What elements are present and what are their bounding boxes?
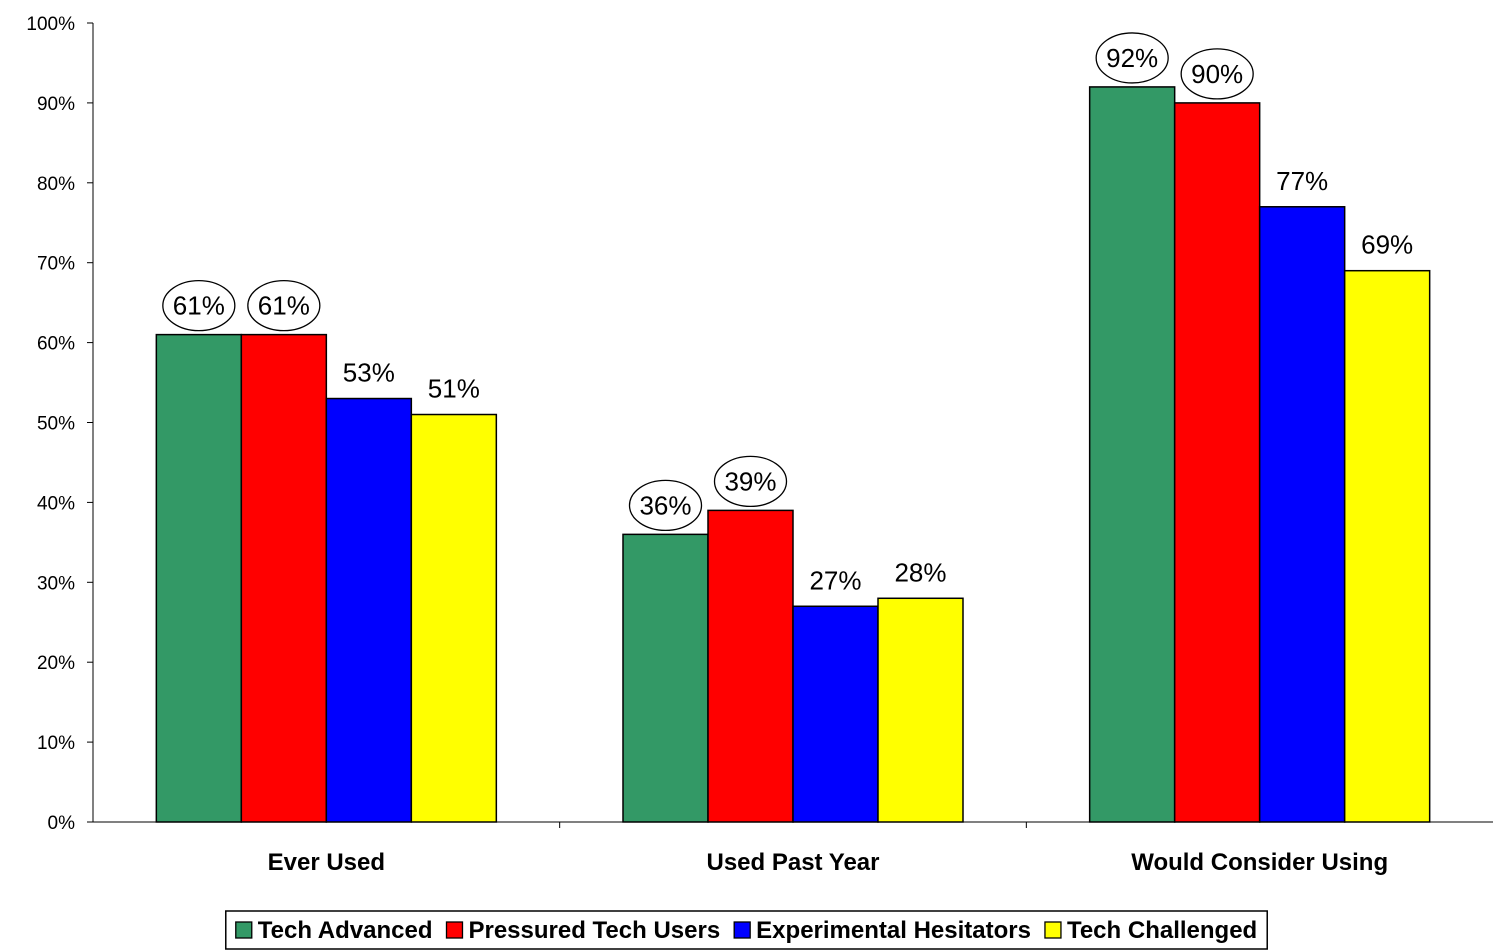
bar (240, 333, 328, 823)
category-label: Used Past Year (706, 849, 879, 876)
data-label: 53% (343, 358, 395, 388)
data-label: 77% (1276, 166, 1328, 196)
bar (877, 597, 964, 823)
bar (325, 397, 413, 823)
bar (792, 605, 879, 823)
y-tick-label: 100% (26, 14, 75, 35)
y-tick-label: 40% (37, 493, 75, 514)
legend-label: Tech Advanced (258, 917, 433, 944)
legend-swatch (445, 921, 464, 939)
bar (1258, 206, 1346, 823)
y-tick-label: 30% (37, 573, 75, 594)
data-label: 61% (258, 291, 310, 321)
y-tick-label: 70% (37, 254, 75, 275)
data-label-circle (713, 455, 788, 508)
y-tick-label: 10% (37, 733, 75, 754)
legend-label: Experimental Hesitators (756, 917, 1031, 944)
data-label: 90% (1191, 59, 1243, 89)
bar (1173, 102, 1261, 823)
data-label: 61% (173, 291, 225, 321)
category-label: Would Consider Using (1131, 849, 1388, 876)
data-label: 92% (1106, 43, 1158, 73)
legend: Tech Advanced Pressured Tech Users Experim… (225, 910, 1268, 950)
data-label: 69% (1361, 230, 1413, 260)
data-labels: 61% 61% 53% 51% 36% 39% 27% 28% 92% 90% 77% 69% (162, 32, 1413, 595)
data-label: 27% (809, 565, 861, 595)
bar (1088, 86, 1176, 823)
y-tick-label: 90% (37, 94, 75, 115)
y-tick-label: 50% (37, 414, 75, 435)
data-label-circle (247, 279, 321, 332)
y-tick-label: 20% (37, 653, 75, 674)
bars (155, 86, 1431, 823)
y-tick-label: 80% (37, 174, 75, 195)
data-label-circle (1095, 32, 1169, 84)
data-label-circle (628, 479, 703, 532)
bar (1343, 269, 1431, 823)
data-label-circle (1180, 48, 1254, 100)
data-label-circle (162, 279, 236, 332)
bar (155, 333, 243, 823)
bar (707, 509, 794, 823)
legend-swatch (235, 921, 253, 939)
y-tick-label: 60% (37, 334, 75, 355)
x-axis (93, 821, 1493, 828)
data-label: 51% (428, 374, 480, 404)
data-label: 39% (724, 466, 776, 496)
legend-swatch (733, 921, 751, 939)
data-label: 28% (894, 557, 946, 587)
legend-label: Tech Challenged (1067, 917, 1257, 944)
bar (410, 413, 498, 823)
bar (622, 533, 709, 823)
y-axis: 0% 10% 20% 30% 40% 50% 60% 70% 80% 90% 100% (26, 14, 94, 834)
y-tick-label: 0% (48, 813, 76, 834)
legend-label: Pressured Tech Users (468, 917, 720, 944)
category-label: Ever Used (268, 849, 385, 876)
category-labels: Ever Used Used Past Year Would Consider Us… (268, 849, 1388, 876)
data-label: 36% (639, 490, 691, 520)
legend-swatch (1044, 921, 1062, 939)
